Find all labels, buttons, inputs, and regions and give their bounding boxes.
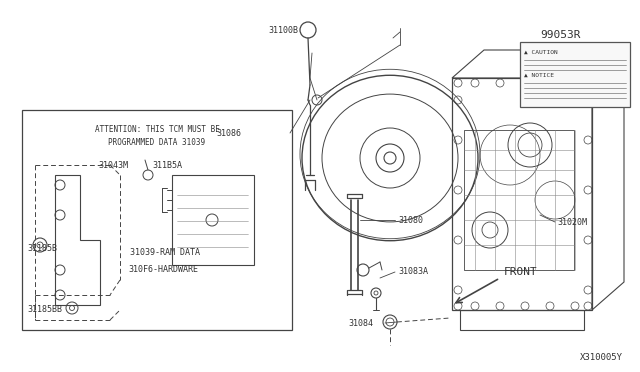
Text: 310F6-HARDWARE: 310F6-HARDWARE: [128, 266, 198, 275]
Text: 31185BB: 31185BB: [27, 305, 62, 314]
Text: ATTENTION: THIS TCM MUST BE: ATTENTION: THIS TCM MUST BE: [95, 125, 220, 134]
Text: 31084: 31084: [348, 318, 373, 327]
Text: 31039-RAM DATA: 31039-RAM DATA: [130, 247, 200, 257]
Text: ▲ NOTICE: ▲ NOTICE: [524, 73, 554, 78]
Text: 31043M: 31043M: [98, 160, 128, 170]
Text: ▲ CAUTION: ▲ CAUTION: [524, 50, 557, 55]
Bar: [172, 175, 254, 265]
Text: X310005Y: X310005Y: [580, 353, 623, 362]
Text: 99053R: 99053R: [540, 30, 580, 40]
Bar: [22, 110, 292, 330]
Text: PROGRAMMED DATA 31039: PROGRAMMED DATA 31039: [108, 138, 205, 147]
Text: 31083A: 31083A: [398, 267, 428, 276]
Text: 31185B: 31185B: [27, 244, 57, 253]
Text: 311B5A: 311B5A: [152, 160, 182, 170]
Text: 31080: 31080: [398, 215, 423, 224]
Text: 31100B: 31100B: [268, 26, 298, 35]
Text: 31086: 31086: [216, 128, 241, 138]
Bar: [520, 42, 630, 107]
Text: FRONT: FRONT: [504, 267, 538, 277]
Bar: [464, 130, 574, 270]
Text: 31020M: 31020M: [557, 218, 587, 227]
